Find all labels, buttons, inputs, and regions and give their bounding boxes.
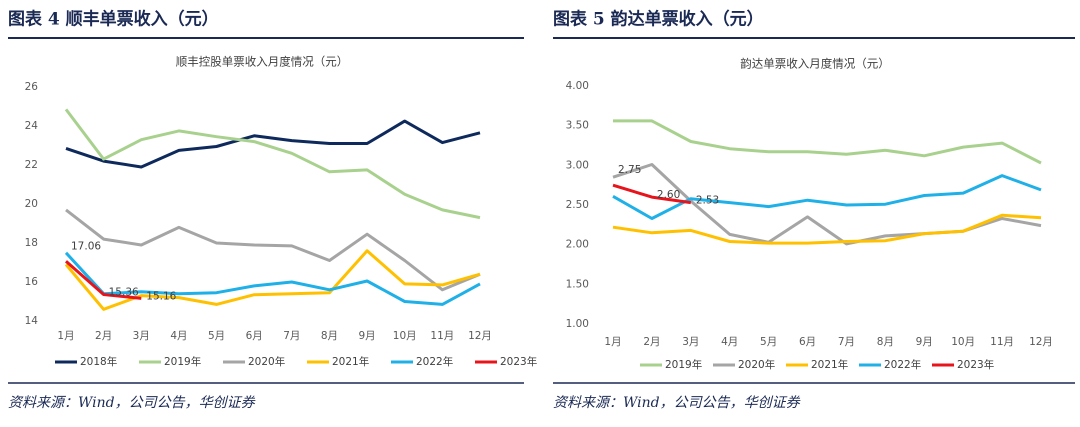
series-line <box>612 213 1042 245</box>
x-tick-label: 8月 <box>877 336 894 348</box>
figure-heading: 图表 5 韵达单票收入（元） <box>553 9 764 30</box>
y-tick-label: 16 <box>25 276 39 288</box>
y-tick-label: 2.00 <box>566 239 589 251</box>
x-tick-label: 12月 <box>468 330 492 342</box>
legend-label: 2021年 <box>811 358 848 371</box>
legend-label: 2020年 <box>248 355 285 368</box>
chart-title: 韵达单票收入月度情况（元） <box>740 57 890 71</box>
figure-heading: 图表 4 顺丰单票收入（元） <box>8 9 219 30</box>
x-tick-label: 9月 <box>916 336 933 348</box>
y-tick-label: 26 <box>25 81 39 93</box>
data-label: 15.36 <box>109 286 139 298</box>
x-tick-label: 10月 <box>951 336 975 348</box>
x-tick-label: 6月 <box>799 336 816 348</box>
legend-label: 2019年 <box>164 355 201 368</box>
x-tick-label: 2月 <box>643 336 660 348</box>
legend-label: 2023年 <box>957 358 994 371</box>
x-tick-label: 6月 <box>246 330 263 342</box>
series-line <box>65 260 142 300</box>
x-tick-label: 7月 <box>283 330 300 342</box>
chart-title: 顺丰控股单票收入月度情况（元） <box>176 55 349 69</box>
x-tick-label: 9月 <box>358 330 375 342</box>
y-tick-label: 14 <box>25 315 39 327</box>
series-line <box>612 183 692 205</box>
legend-label: 2023年 <box>500 355 537 368</box>
y-tick-label: 2.50 <box>566 199 589 211</box>
x-tick-label: 5月 <box>208 330 225 342</box>
data-label: 2.60 <box>657 189 680 201</box>
data-label: 2.75 <box>618 164 641 176</box>
series-line <box>64 249 481 311</box>
x-tick-label: 3月 <box>682 336 699 348</box>
y-tick-label: 3.00 <box>566 159 589 171</box>
series-line <box>64 251 481 306</box>
legend-label: 2018年 <box>80 355 117 368</box>
x-tick-label: 4月 <box>721 336 738 348</box>
y-tick-label: 20 <box>25 198 38 210</box>
legend-label: 2019年 <box>665 358 702 371</box>
y-tick-label: 4.00 <box>566 80 589 92</box>
x-tick-label: 7月 <box>838 336 855 348</box>
x-tick-label: 1月 <box>604 336 621 348</box>
x-tick-label: 3月 <box>133 330 150 342</box>
series-line <box>64 108 481 220</box>
source-note: 资料来源：Wind，公司公告，华创证券 <box>8 395 256 411</box>
x-tick-label: 11月 <box>430 330 454 342</box>
series-line <box>65 119 481 169</box>
y-tick-label: 18 <box>25 237 38 249</box>
data-label: 2.53 <box>696 195 719 207</box>
legend-label: 2022年 <box>884 358 921 371</box>
x-tick-label: 11月 <box>990 336 1014 348</box>
legend-label: 2020年 <box>738 358 775 371</box>
x-tick-label: 1月 <box>57 330 74 342</box>
legend-label: 2021年 <box>332 355 369 368</box>
y-tick-label: 22 <box>25 159 38 171</box>
series-line <box>65 208 481 292</box>
x-tick-label: 8月 <box>321 330 338 342</box>
legend-label: 2022年 <box>416 355 453 368</box>
x-tick-label: 4月 <box>170 330 187 342</box>
y-tick-label: 3.50 <box>566 120 589 132</box>
y-tick-label: 1.50 <box>566 278 589 290</box>
y-tick-label: 1.00 <box>566 318 589 330</box>
series-line <box>613 119 1042 165</box>
x-tick-label: 5月 <box>760 336 777 348</box>
data-label: 15.16 <box>146 290 176 302</box>
data-label: 17.06 <box>71 240 101 252</box>
x-tick-label: 10月 <box>393 330 417 342</box>
x-tick-label: 12月 <box>1029 336 1053 348</box>
y-tick-label: 24 <box>25 120 39 132</box>
x-tick-label: 2月 <box>95 330 112 342</box>
source-note: 资料来源：Wind，公司公告，华创证券 <box>553 395 801 411</box>
